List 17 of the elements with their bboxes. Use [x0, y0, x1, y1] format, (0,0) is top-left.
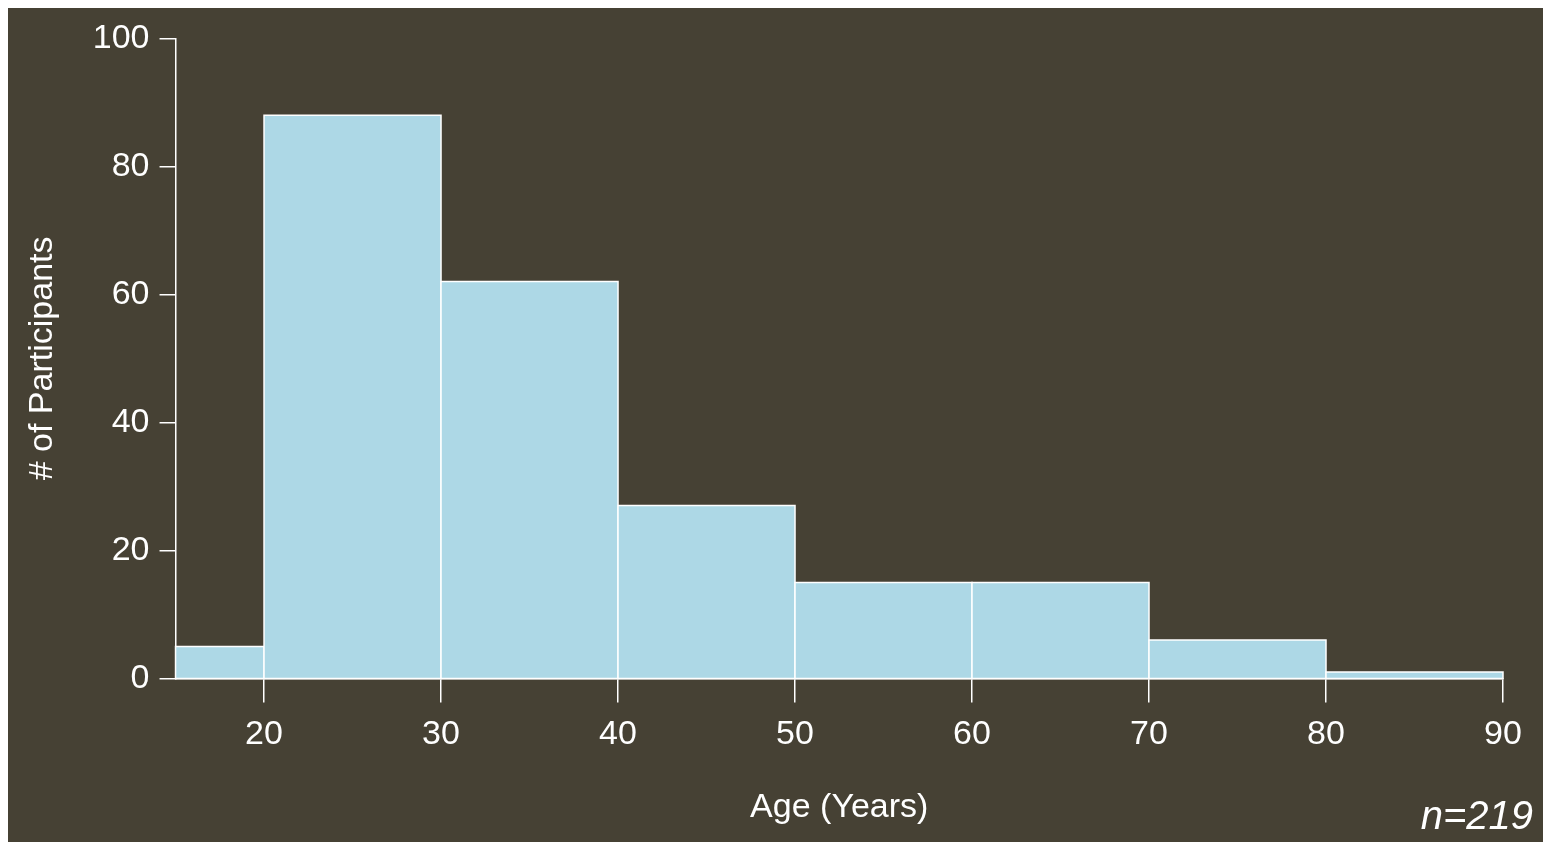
y-tick-label: 100: [92, 16, 150, 55]
y-tick-label: 40: [111, 400, 150, 439]
x-tick-label: 60: [953, 713, 991, 752]
text: n=219: [1420, 793, 1533, 838]
x-tick-label: 50: [776, 713, 814, 752]
x-axis-title: Age (Years): [750, 785, 929, 824]
x-tick-label: 80: [1307, 713, 1345, 752]
x-tick-label: 70: [1130, 713, 1168, 752]
x-tick-label: 90: [1484, 713, 1522, 752]
y-tick-label: 20: [111, 528, 150, 567]
x-tick-label: 30: [422, 713, 460, 752]
y-tick-label: 80: [111, 144, 150, 183]
y-axis-title: # of Participants: [20, 236, 59, 481]
x-tick-label: 40: [599, 713, 637, 752]
x-tick-label: 20: [245, 713, 283, 752]
y-tick-label: 60: [111, 272, 150, 311]
y-tick-label: 0: [130, 656, 150, 695]
